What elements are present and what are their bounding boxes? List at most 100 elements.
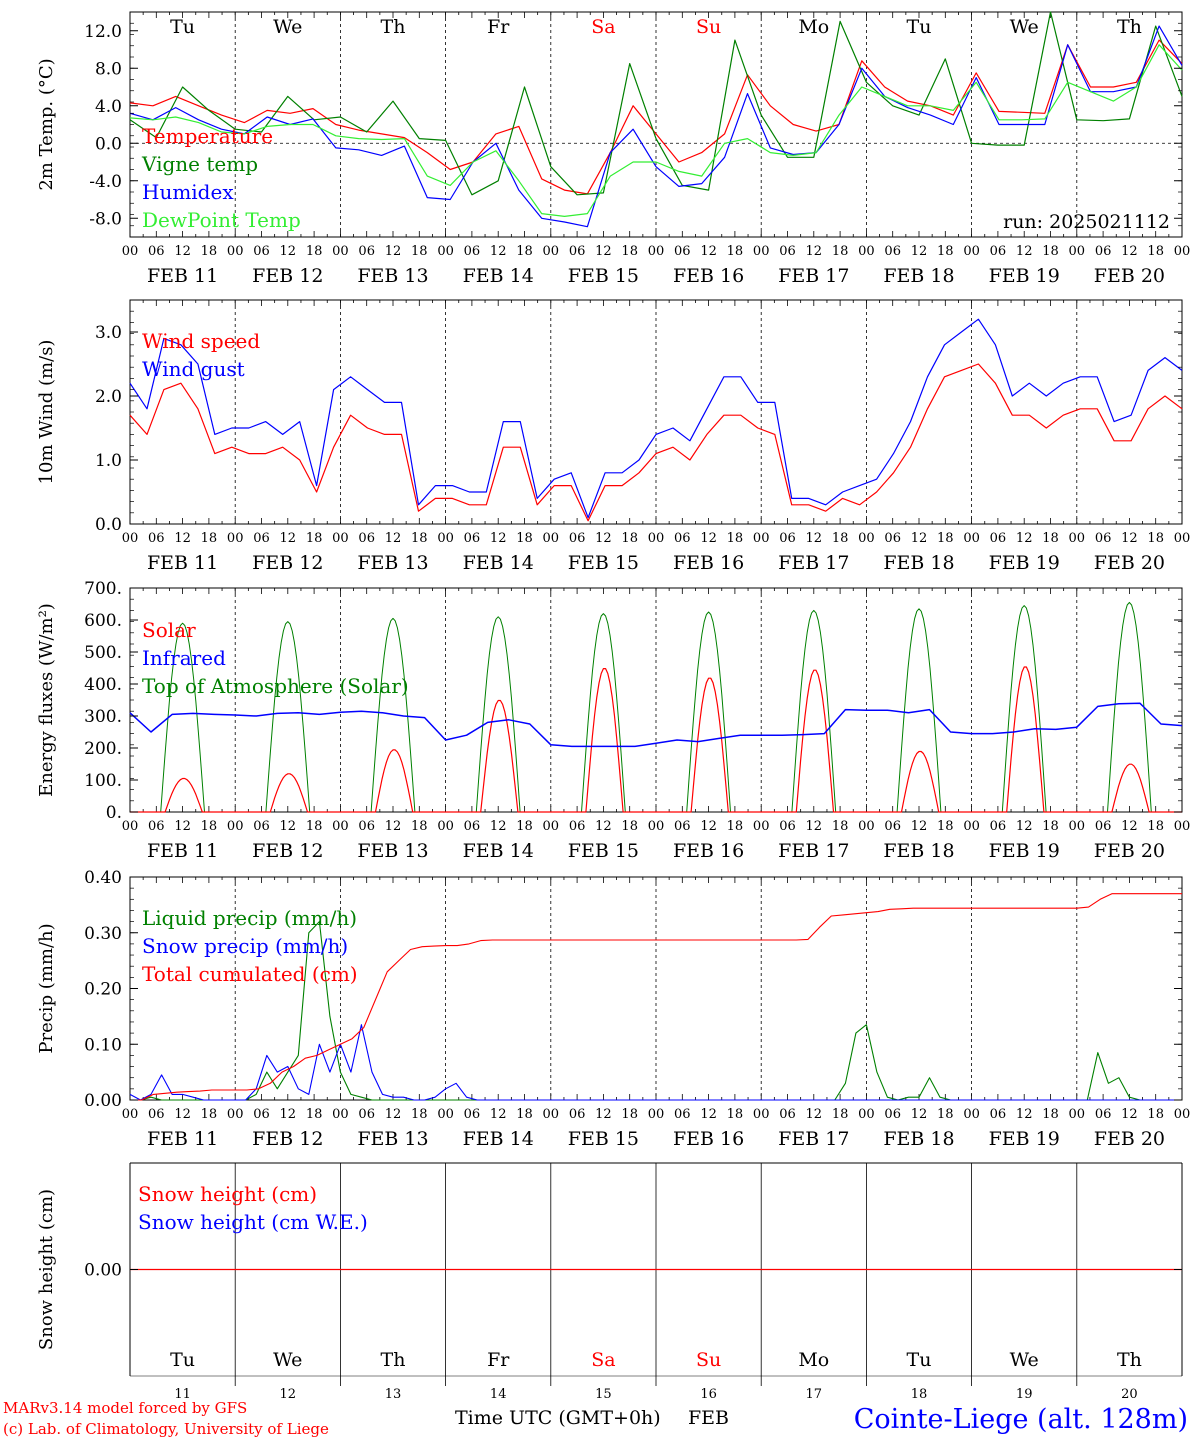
hour-label: 12 (911, 819, 928, 834)
hour-label: 06 (1095, 531, 1112, 546)
hour-label: 00 (1174, 1107, 1191, 1122)
date-label: FEB 13 (357, 552, 428, 574)
hour-label: 12 (911, 1107, 928, 1122)
day-abbr: Mo (798, 1349, 829, 1371)
hour-label: 00 (437, 244, 454, 259)
hour-label: 00 (648, 244, 665, 259)
y-tick-label: 0.10 (84, 1035, 122, 1055)
series-line (129, 11, 1183, 196)
y-tick-label: 2.0 (95, 387, 122, 407)
hour-label: 12 (595, 1107, 612, 1122)
day-number: 14 (490, 1387, 507, 1402)
y-tick-label: 0.20 (84, 980, 122, 1000)
hour-label: 12 (1121, 244, 1138, 259)
day-number: 19 (1016, 1387, 1033, 1402)
hour-label: 18 (832, 1107, 849, 1122)
hour-label: 18 (727, 1107, 744, 1122)
hour-label: 12 (700, 244, 717, 259)
series-line (129, 363, 1183, 522)
hour-label: 12 (1121, 819, 1138, 834)
hour-label: 00 (963, 1107, 980, 1122)
hour-label: 06 (884, 531, 901, 546)
hour-label: 18 (621, 531, 638, 546)
day-abbr: Tu (907, 1349, 932, 1371)
hour-label: 18 (1147, 244, 1164, 259)
y-tick-label: 100. (84, 771, 122, 791)
hour-label: 00 (1069, 819, 1086, 834)
legend-entry: Humidex (142, 180, 234, 204)
day-number: 12 (280, 1387, 297, 1402)
hour-label: 12 (385, 1107, 402, 1122)
hour-label: 06 (253, 819, 270, 834)
credit-line-1: MARv3.14 model forced by GFS (3, 1399, 247, 1417)
hour-label: 12 (1016, 1107, 1033, 1122)
hour-label: 00 (1069, 531, 1086, 546)
date-label: FEB 18 (883, 1128, 954, 1150)
hour-label: 12 (174, 244, 191, 259)
hour-label: 12 (595, 244, 612, 259)
credit-line-2: (c) Lab. of Climatology, University of L… (3, 1420, 329, 1438)
y-tick-label: 500. (84, 643, 122, 663)
hour-label: 06 (779, 1107, 796, 1122)
hour-label: 00 (437, 1107, 454, 1122)
day-abbr: Fr (487, 16, 510, 38)
day-abbr: We (273, 1349, 302, 1371)
hour-label: 12 (385, 819, 402, 834)
date-label: FEB 20 (1094, 840, 1165, 862)
date-label: FEB 17 (778, 265, 849, 287)
hour-label: 00 (227, 1107, 244, 1122)
hour-label: 12 (490, 819, 507, 834)
hour-label: 06 (358, 1107, 375, 1122)
hour-label: 06 (464, 244, 481, 259)
day-abbr: Su (696, 16, 721, 38)
date-label: FEB 14 (463, 840, 534, 862)
date-label: FEB 12 (252, 1128, 323, 1150)
hour-label: 00 (543, 819, 560, 834)
hour-label: 00 (227, 819, 244, 834)
hour-label: 12 (1121, 531, 1138, 546)
day-abbr: Sa (591, 1349, 615, 1371)
day-number: 13 (385, 1387, 402, 1402)
hour-label: 06 (779, 244, 796, 259)
hour-label: 12 (174, 819, 191, 834)
hour-label: 12 (490, 244, 507, 259)
legend-entry: Temperature (142, 124, 273, 148)
hour-label: 06 (464, 819, 481, 834)
legend-entry: Total cumulated (cm) (142, 962, 358, 986)
date-label: FEB 16 (673, 552, 744, 574)
date-label: FEB 19 (989, 265, 1060, 287)
date-label: FEB 17 (778, 552, 849, 574)
y-tick-label: 0.40 (84, 868, 122, 888)
hour-label: 18 (727, 819, 744, 834)
hour-label: 18 (516, 244, 533, 259)
date-label: FEB 20 (1094, 1128, 1165, 1150)
hour-label: 18 (201, 244, 218, 259)
day-abbr: We (1010, 1349, 1039, 1371)
hour-label: 18 (1147, 819, 1164, 834)
date-label: FEB 15 (568, 840, 639, 862)
hour-label: 18 (1042, 1107, 1059, 1122)
day-number: 20 (1121, 1387, 1138, 1402)
date-label: FEB 20 (1094, 552, 1165, 574)
day-number: 16 (700, 1387, 717, 1402)
hour-label: 00 (122, 244, 139, 259)
hour-label: 12 (1016, 531, 1033, 546)
y-tick-label: 1.0 (95, 451, 122, 471)
date-label: FEB 16 (673, 840, 744, 862)
series-line (129, 39, 1183, 195)
date-label: FEB 12 (252, 265, 323, 287)
hour-label: 06 (253, 1107, 270, 1122)
date-label: FEB 15 (568, 1128, 639, 1150)
legend-entry: Top of Atmosphere (Solar) (142, 674, 409, 698)
y-axis-label: Snow height (cm) (36, 1189, 57, 1350)
month-label: FEB (688, 1407, 729, 1429)
hour-label: 12 (806, 819, 823, 834)
hour-label: 18 (1042, 819, 1059, 834)
y-axis-label: Energy fluxes (W/m²) (36, 603, 57, 797)
hour-label: 12 (1016, 819, 1033, 834)
day-abbr: Tu (170, 1349, 195, 1371)
hour-label: 12 (806, 531, 823, 546)
temperature-panel: -8.0 -4.0 0.0 4.0 8.0 12.0 2m Temp. (°C) Temper… (36, 11, 1190, 287)
hour-label: 00 (332, 819, 349, 834)
day-number: 15 (595, 1387, 612, 1402)
